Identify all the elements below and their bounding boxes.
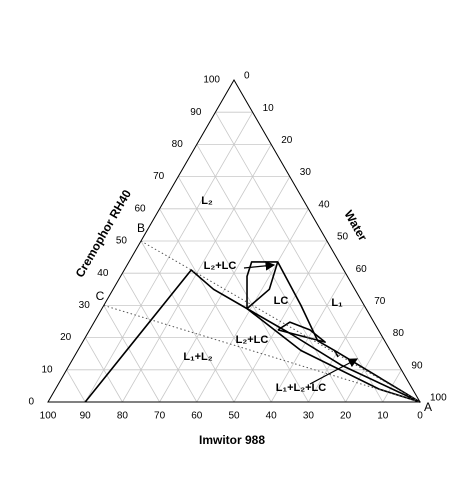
tick-label: 70 — [154, 411, 166, 422]
tick-label: 70 — [374, 296, 386, 307]
tick-label: 10 — [41, 364, 53, 375]
grid-line — [66, 369, 86, 403]
corner-label: A — [424, 400, 432, 414]
dilution-line — [103, 304, 421, 403]
region-label: L₁ — [331, 297, 343, 309]
tick-label: 40 — [266, 411, 278, 422]
tick-label: 60 — [134, 203, 146, 214]
tick-label: 60 — [191, 411, 203, 422]
tick-label: 100 — [430, 393, 447, 404]
tick-label: 20 — [60, 332, 72, 343]
phase-boundary — [246, 261, 339, 358]
phase-boundary — [334, 349, 421, 403]
tick-label: 90 — [411, 360, 423, 371]
axis-title: Cremophor RH40 — [73, 187, 135, 280]
tick-label: 20 — [340, 411, 352, 422]
dilution-line — [140, 240, 421, 403]
arrow — [309, 358, 359, 385]
grid-line — [177, 176, 309, 403]
tick-label: 50 — [228, 411, 240, 422]
tick-label: 30 — [303, 411, 315, 422]
tick-label: 50 — [116, 236, 128, 247]
region-label: L₂+LC — [236, 334, 269, 346]
tick-label: 70 — [153, 171, 165, 182]
tick-label: 40 — [318, 199, 330, 210]
region-label: L₁+L₂+LC — [276, 382, 326, 394]
axis-title: Imwitor 988 — [199, 433, 265, 447]
tick-label: 30 — [300, 167, 312, 178]
tick-label: 10 — [377, 411, 389, 422]
grid-line — [103, 305, 160, 403]
corner-label: C — [96, 289, 105, 303]
corner-label: B — [137, 221, 145, 235]
labels: 0102030405060708090100010203040506070809… — [28, 71, 447, 422]
tick-label: 80 — [172, 139, 184, 150]
region-label: L₂+LC — [204, 260, 237, 272]
grid-line — [345, 337, 384, 403]
phase-boundaries — [84, 240, 421, 403]
tick-label: 80 — [117, 411, 129, 422]
grid-line — [215, 111, 384, 403]
tick-label: 0 — [417, 411, 423, 422]
phase-boundary — [246, 307, 421, 403]
tick-label: 50 — [337, 232, 349, 243]
tick-label: 100 — [203, 75, 220, 86]
tick-label: 10 — [263, 103, 275, 114]
region-label: LC — [274, 295, 289, 307]
tick-label: 80 — [393, 328, 405, 339]
triangle-frame — [47, 79, 421, 403]
tick-label: 0 — [28, 397, 34, 408]
tick-label: 90 — [80, 411, 92, 422]
tick-label: 0 — [244, 71, 250, 82]
phase-boundary — [246, 261, 279, 310]
tick-label: 90 — [190, 107, 202, 118]
region-label: L₁+L₂ — [183, 351, 212, 363]
tick-label: 60 — [356, 264, 368, 275]
grid-line — [140, 240, 235, 403]
tick-label: 20 — [281, 135, 293, 146]
phase-boundary — [277, 321, 326, 343]
region-label: L₂ — [201, 195, 213, 207]
tick-label: 40 — [97, 268, 109, 279]
arrow — [243, 261, 276, 271]
tick-label: 30 — [79, 300, 91, 311]
tick-label: 100 — [40, 411, 57, 422]
